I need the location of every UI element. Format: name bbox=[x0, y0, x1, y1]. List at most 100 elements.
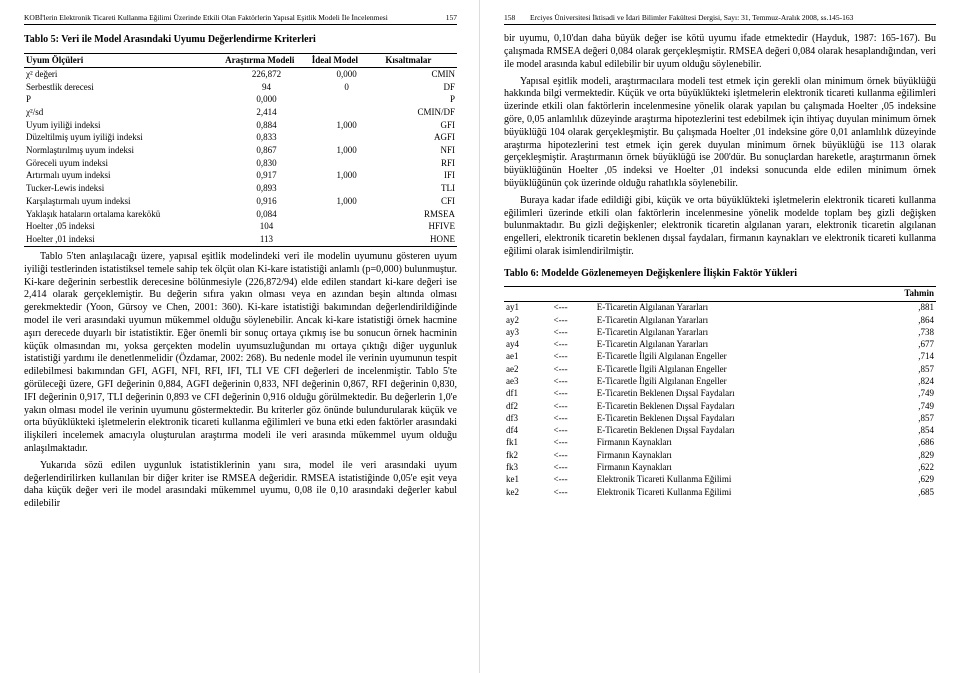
table6-cell: E-Ticaretle İlgili Algılanan Engeller bbox=[595, 351, 863, 363]
table5-row: Karşılaştırmalı uyum indeksi0,9161,000CF… bbox=[24, 195, 457, 208]
table6-cell: fk2 bbox=[504, 449, 552, 461]
table6-row: df1<---E-Ticaretin Beklenen Dışsal Fayda… bbox=[504, 388, 936, 400]
table6-cell: ,714 bbox=[863, 351, 936, 363]
table6-cell: E-Ticaretin Beklenen Dışsal Faydaları bbox=[595, 388, 863, 400]
right-para-1: bir uyumu, 0,10'dan daha büyük değer ise… bbox=[504, 33, 936, 71]
table5-cell: 1,000 bbox=[310, 195, 384, 208]
table6-cell: <--- bbox=[552, 351, 595, 363]
table5-cell: HONE bbox=[383, 233, 457, 246]
table6-cell: <--- bbox=[552, 486, 595, 498]
table6-cell: ,738 bbox=[863, 326, 936, 338]
right-page: 158 Erciyes Üniversitesi İktisadi ve İda… bbox=[480, 0, 960, 673]
table6-cell: ke2 bbox=[504, 486, 552, 498]
table6-row: df4<---E-Ticaretin Beklenen Dışsal Fayda… bbox=[504, 425, 936, 437]
table6-cell: ,749 bbox=[863, 400, 936, 412]
table5-cell: 0,917 bbox=[223, 170, 310, 183]
table5-cell: 1,000 bbox=[310, 170, 384, 183]
table5-cell: 0,000 bbox=[310, 68, 384, 81]
table5-row: Göreceli uyum indeksi0,830RFI bbox=[24, 157, 457, 170]
table6-cell: ae1 bbox=[504, 351, 552, 363]
table6-cell: ,686 bbox=[863, 437, 936, 449]
table5-cell: NFI bbox=[383, 145, 457, 158]
table5-row: Uyum iyiliği indeksi0,8841,000GFI bbox=[24, 119, 457, 132]
table6-cell: <--- bbox=[552, 388, 595, 400]
table6-cell: Firmanın Kaynakları bbox=[595, 437, 863, 449]
table5-cell: Hoelter ,05 indeksi bbox=[24, 221, 223, 234]
table6-row: fk3<---Firmanın Kaynakları,622 bbox=[504, 462, 936, 474]
table6-cell: E-Ticaretin Algılanan Yararları bbox=[595, 301, 863, 314]
table6-cell: E-Ticaretle İlgili Algılanan Engeller bbox=[595, 376, 863, 388]
table5-cell: Yaklaşık hataların ortalama karekökü bbox=[24, 208, 223, 221]
table6-cell: Elektronik Ticareti Kullanma Eğilimi bbox=[595, 474, 863, 486]
table6-cell: ay1 bbox=[504, 301, 552, 314]
table6-row: ke1<---Elektronik Ticareti Kullanma Eğil… bbox=[504, 474, 936, 486]
table5-cell: Hoelter ,01 indeksi bbox=[24, 233, 223, 246]
table5-cell: P bbox=[383, 94, 457, 107]
table6-row: ke2<---Elektronik Ticareti Kullanma Eğil… bbox=[504, 486, 936, 498]
table5-cell: 0,830 bbox=[223, 157, 310, 170]
table6-cell: ,854 bbox=[863, 425, 936, 437]
table6-row: fk1<---Firmanın Kaynakları,686 bbox=[504, 437, 936, 449]
table6-row: ay1<---E-Ticaretin Algılanan Yararları,8… bbox=[504, 301, 936, 314]
table5-row: Hoelter ,01 indeksi113 HONE bbox=[24, 233, 457, 246]
table5-cell: 104 bbox=[223, 221, 310, 234]
table6: Tahmin ay1<---E-Ticaretin Algılanan Yara… bbox=[504, 286, 936, 498]
table5-row: Düzeltilmiş uyum iyiliği indeksi0,833 AGF… bbox=[24, 132, 457, 145]
table5-cell: 1,000 bbox=[310, 145, 384, 158]
table6-cell: ,864 bbox=[863, 314, 936, 326]
table6-row: ay2<---E-Ticaretin Algılanan Yararları,8… bbox=[504, 314, 936, 326]
right-header-title: Erciyes Üniversitesi İktisadi ve İdari B… bbox=[526, 14, 936, 22]
right-header: 158 Erciyes Üniversitesi İktisadi ve İda… bbox=[504, 14, 936, 25]
table5-cell: 0,867 bbox=[223, 145, 310, 158]
t6-h0 bbox=[504, 287, 552, 302]
table5-cell: 2,414 bbox=[223, 107, 310, 120]
table6-cell: df4 bbox=[504, 425, 552, 437]
table6-cell: Firmanın Kaynakları bbox=[595, 449, 863, 461]
table6-cell: fk3 bbox=[504, 462, 552, 474]
table6-cell: fk1 bbox=[504, 437, 552, 449]
table6-cell: ,857 bbox=[863, 363, 936, 375]
table6-cell: <--- bbox=[552, 437, 595, 449]
table5-title: Tablo 5: Veri ile Model Arasındaki Uyumu… bbox=[24, 33, 457, 47]
table6-cell: df1 bbox=[504, 388, 552, 400]
table5-cell: 113 bbox=[223, 233, 310, 246]
table5-cell: 0,833 bbox=[223, 132, 310, 145]
table5-cell: AGFI bbox=[383, 132, 457, 145]
table5-cell: 0,884 bbox=[223, 119, 310, 132]
table6-cell: ,677 bbox=[863, 339, 936, 351]
table5-cell: HFIVE bbox=[383, 221, 457, 234]
table6-row: ay4<---E-Ticaretin Algılanan Yararları,6… bbox=[504, 339, 936, 351]
table6-cell: <--- bbox=[552, 314, 595, 326]
t6-h3: Tahmin bbox=[863, 287, 936, 302]
table5-cell bbox=[310, 221, 384, 234]
table5-cell bbox=[310, 157, 384, 170]
table5-cell bbox=[310, 132, 384, 145]
table5-row: Serbestlik derecesi940DF bbox=[24, 81, 457, 94]
left-para-1: Tablo 5'ten anlaşılacağı üzere, yapısal … bbox=[24, 251, 457, 456]
right-page-number: 158 bbox=[504, 14, 526, 22]
table5-cell: RMSEA bbox=[383, 208, 457, 221]
table6-cell: <--- bbox=[552, 462, 595, 474]
table5-row: Artırmalı uyum indeksi0,9171,000IFI bbox=[24, 170, 457, 183]
table6-cell: <--- bbox=[552, 326, 595, 338]
table5-cell: 0,000 bbox=[223, 94, 310, 107]
table6-cell: <--- bbox=[552, 376, 595, 388]
table5-row: Hoelter ,05 indeksi104 HFIVE bbox=[24, 221, 457, 234]
table6-cell: ,829 bbox=[863, 449, 936, 461]
table5: Uyum Ölçüleri Araştırma Modeli İdeal Mod… bbox=[24, 53, 457, 247]
table5-row: Tucker-Lewis indeksi0,893TLI bbox=[24, 183, 457, 196]
table5-cell: 0,916 bbox=[223, 195, 310, 208]
table5-cell: 1,000 bbox=[310, 119, 384, 132]
table6-cell: ay2 bbox=[504, 314, 552, 326]
table5-cell bbox=[310, 233, 384, 246]
table6-cell: <--- bbox=[552, 449, 595, 461]
table5-cell: Düzeltilmiş uyum iyiliği indeksi bbox=[24, 132, 223, 145]
t6-h1 bbox=[552, 287, 595, 302]
table6-cell: ke1 bbox=[504, 474, 552, 486]
table5-cell: 0 bbox=[310, 81, 384, 94]
left-header: KOBİ'lerin Elektronik Ticareti Kullanma … bbox=[24, 14, 457, 25]
t5-h2: İdeal Model bbox=[310, 53, 384, 68]
table6-cell: Elektronik Ticareti Kullanma Eğilimi bbox=[595, 486, 863, 498]
table6-cell: ,629 bbox=[863, 474, 936, 486]
table6-row: ae2<---E-Ticaretle İlgili Algılanan Enge… bbox=[504, 363, 936, 375]
